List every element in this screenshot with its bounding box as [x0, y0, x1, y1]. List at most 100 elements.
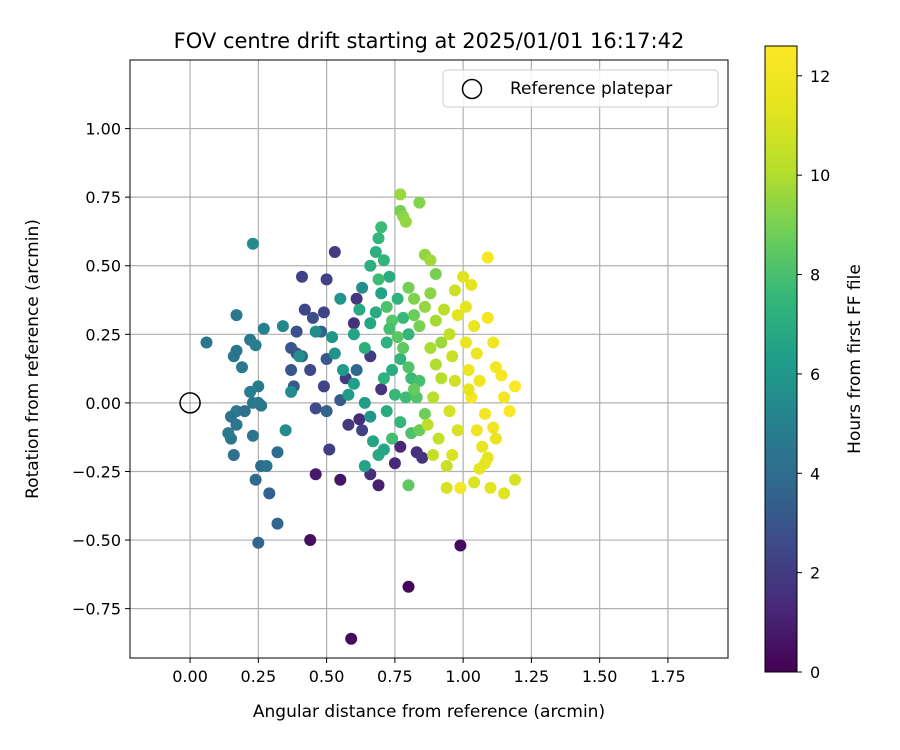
scatter-point [481, 251, 494, 264]
scatter-point [487, 421, 500, 434]
scatter-point [413, 320, 426, 333]
scatter-point [375, 383, 388, 396]
colorbar-tick-label: 10 [810, 166, 830, 185]
x-tick-label: 1.25 [514, 667, 550, 686]
scatter-point [246, 237, 259, 250]
y-tick-label: 0.00 [85, 394, 121, 413]
scatter-point [200, 336, 213, 349]
scatter-point [481, 451, 494, 464]
scatter-point [347, 328, 360, 341]
scatter-point [377, 443, 390, 456]
scatter-point [276, 320, 289, 333]
scatter-point [424, 287, 437, 300]
scatter-point [468, 320, 481, 333]
scatter-point [391, 292, 404, 305]
y-tick-label: 0.75 [85, 188, 121, 207]
scatter-point [347, 317, 360, 330]
scatter-point [459, 336, 472, 349]
scatter-point [347, 377, 360, 390]
scatter-point [402, 361, 415, 374]
scatter-point [263, 487, 276, 500]
scatter-point [317, 306, 330, 319]
scatter-point [364, 259, 377, 272]
scatter-point [503, 405, 516, 418]
scatter-point [418, 407, 431, 420]
scatter-point [457, 270, 470, 283]
x-tick-label: 0.00 [172, 667, 208, 686]
scatter-point [260, 460, 273, 472]
scatter-point [230, 309, 243, 322]
scatter-point [279, 424, 292, 437]
scatter-point [230, 344, 243, 357]
scatter-point [326, 331, 339, 344]
scatter-point [350, 364, 363, 376]
scatter-point [306, 311, 319, 324]
x-tick-label: 0.50 [309, 667, 345, 686]
scatter-point [350, 292, 363, 305]
colorbar-tick-label: 2 [810, 564, 820, 583]
scatter-point [484, 481, 497, 494]
scatter-point [364, 410, 377, 423]
scatter-point [383, 322, 396, 335]
scatter-point [271, 517, 284, 530]
scatter-point [470, 347, 483, 360]
scatter-point [446, 350, 459, 363]
scatter-point [358, 396, 371, 409]
scatter-point [298, 303, 311, 316]
scatter-point [424, 254, 437, 267]
y-tick-label: 0.25 [85, 325, 121, 344]
scatter-point [334, 292, 347, 305]
y-tick-label: −0.50 [72, 531, 121, 550]
scatter-point [479, 407, 491, 420]
scatter-point [413, 196, 426, 209]
scatter-point [328, 246, 341, 258]
scatter-point [448, 284, 461, 297]
scatter-point [432, 432, 445, 445]
scatter-point [296, 270, 308, 283]
scatter-point [386, 364, 399, 376]
y-tick-label: 0.50 [85, 257, 121, 276]
legend-reference-marker [461, 78, 483, 100]
scatter-point [416, 451, 429, 464]
x-tick-label: 1.75 [650, 667, 686, 686]
scatter-point [448, 374, 461, 387]
scatter-point [399, 391, 412, 404]
scatter-point [342, 388, 355, 401]
scatter-point [377, 372, 390, 385]
scatter-point [246, 429, 259, 442]
scatter-point [438, 303, 450, 316]
scatter-point [435, 372, 448, 385]
scatter-point [481, 311, 494, 324]
x-tick-label: 0.75 [377, 667, 413, 686]
colorbar: 0 2 4 6 8 10 12 Hours from first FF file [764, 45, 865, 682]
colorbar-tick-label: 6 [810, 365, 820, 384]
scatter-point [383, 270, 396, 283]
scatter-point [402, 328, 415, 341]
scatter-point [394, 440, 407, 453]
scatter-point [468, 476, 481, 489]
scatter-point [399, 215, 412, 228]
scatter-point [304, 534, 317, 546]
scatter-point [429, 268, 442, 280]
scatter-point [408, 292, 420, 305]
scatter-point [323, 443, 336, 456]
scatter-point [440, 460, 453, 472]
scatter-point [358, 460, 371, 472]
x-tick-label: 1.50 [582, 667, 618, 686]
scatter-point [465, 278, 478, 291]
scatter-point [397, 311, 410, 324]
scatter-point [369, 306, 382, 319]
scatter-point [489, 432, 502, 445]
scatter-point [358, 342, 371, 354]
scatter-point [421, 418, 434, 431]
scatter-point [402, 281, 415, 294]
scatter-point [380, 336, 393, 349]
scatter-point [372, 273, 385, 286]
scatter-point [498, 391, 511, 404]
scatter-point [255, 399, 268, 412]
scatter-point [443, 328, 456, 341]
scatter-point [380, 405, 393, 418]
scatter-points [200, 188, 521, 645]
scatter-point [470, 424, 483, 437]
